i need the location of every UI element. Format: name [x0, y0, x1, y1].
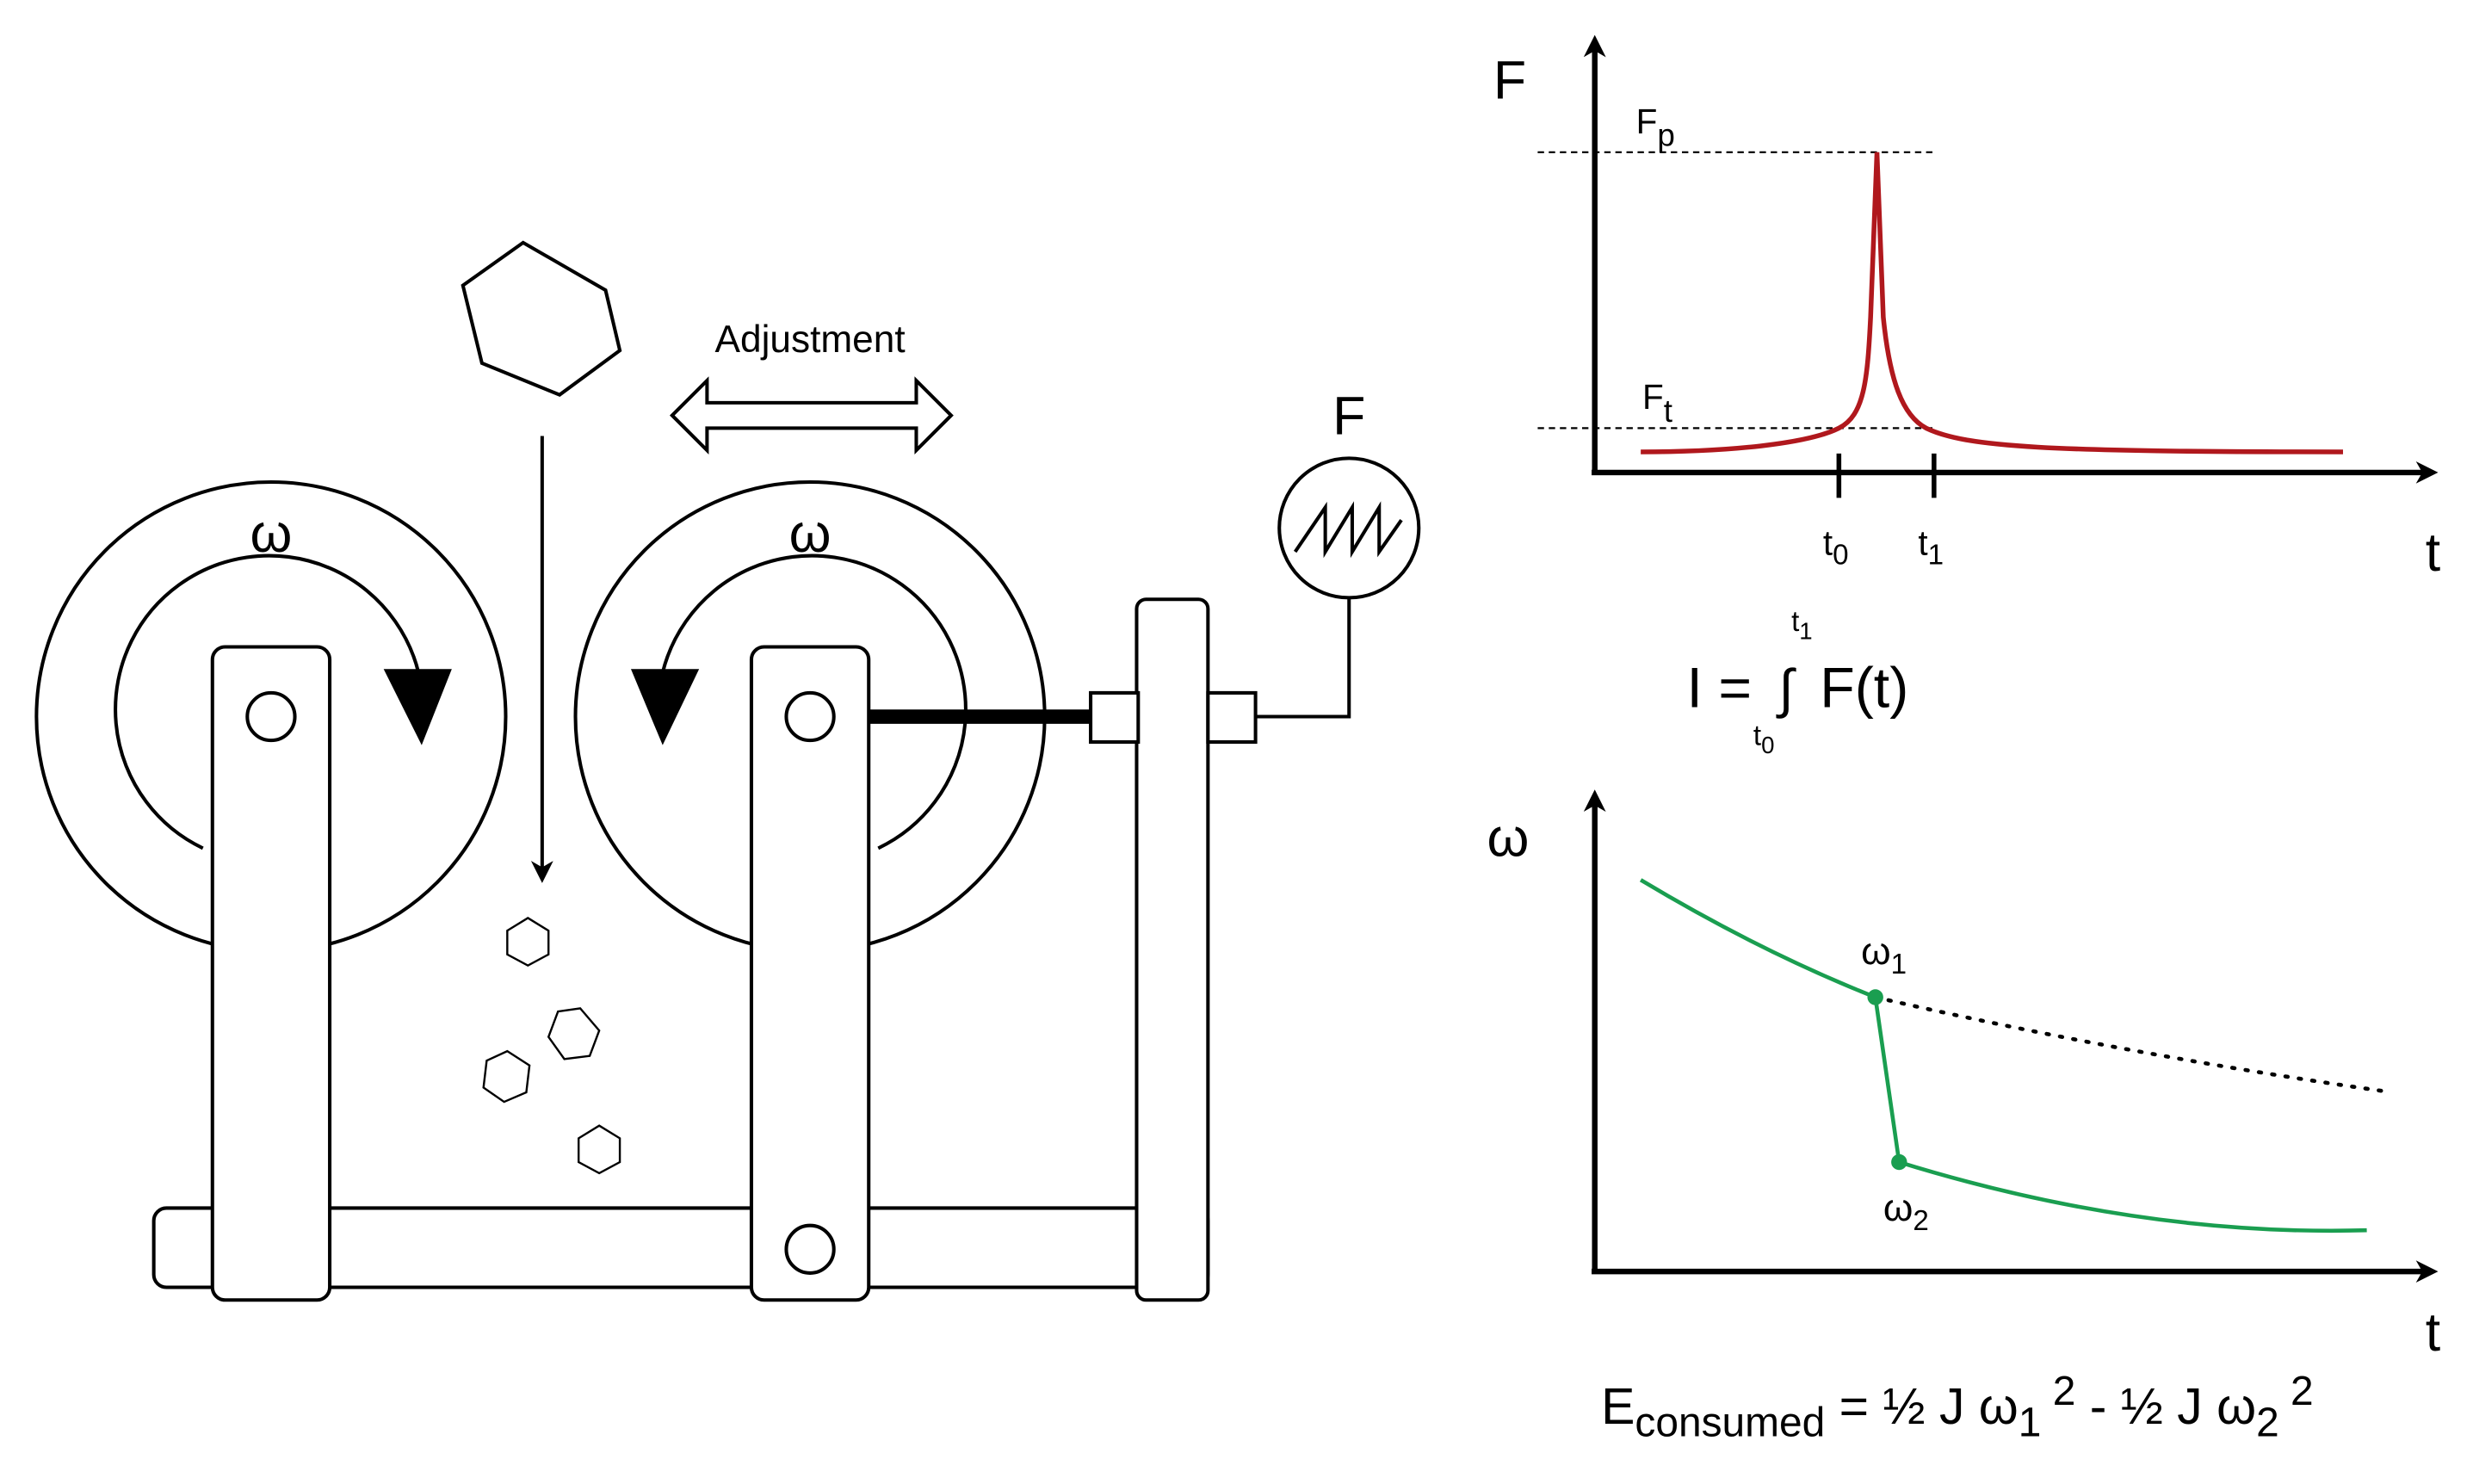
- omega-curve: [1639, 878, 2367, 1234]
- force-gauge: [1277, 456, 1421, 600]
- omega2-label: ω2: [1883, 1187, 1929, 1237]
- left-axle: [245, 690, 297, 743]
- sawtooth-signal-icon: [1293, 501, 1403, 559]
- crusher-machine: ω ω F Adjustment: [34, 240, 1421, 1302]
- right-rotation-arrowhead-icon: [630, 669, 700, 745]
- integral-lower-limit: t0: [1753, 720, 1775, 758]
- t0-label: t0: [1823, 523, 1849, 572]
- omega-axis-label: ω: [1487, 808, 1529, 869]
- right-axle: [784, 690, 836, 743]
- small-hexagon-icon: [506, 917, 550, 968]
- omega1-label: ω1: [1861, 931, 1907, 980]
- force-curve: [1641, 151, 2343, 454]
- time-axis-label: t: [2426, 522, 2440, 583]
- integrand: F(t): [1820, 656, 1908, 720]
- right-roller-omega-label: ω: [789, 504, 832, 564]
- adjustment-double-arrow-icon: [670, 376, 954, 455]
- right-arm: [749, 645, 871, 1302]
- integral-sign: ∫: [1776, 659, 1796, 719]
- right-rotation-arrow: [658, 553, 968, 850]
- omega-chart: ω t ω1 ω2: [1487, 789, 2440, 1363]
- left-rotation-arrowhead-icon: [383, 669, 452, 745]
- impulse-lhs: I =: [1687, 656, 1753, 720]
- threshold-force-label: Ft: [1642, 377, 1672, 429]
- omega2-point: [1891, 1153, 1907, 1171]
- left-roller-omega-label: ω: [250, 504, 292, 564]
- free-spin-projection-dotted-line: [1873, 995, 2383, 1093]
- force-chart: F t Fp Ft t0 t1: [1493, 34, 2440, 583]
- shaft-collar-right: [1206, 690, 1258, 745]
- omega1-point: [1867, 989, 1883, 1005]
- support-post: [1134, 597, 1210, 1302]
- small-hexagon-icon: [578, 1124, 621, 1175]
- crushed-particles: [482, 917, 621, 1175]
- energy-formula: Econsumed = ½ J ω1 2 - ½ J ω2 2: [1601, 1369, 2314, 1446]
- gauge-wire: [1255, 597, 1351, 719]
- force-gauge-label: F: [1332, 386, 1365, 447]
- small-hexagon-icon: [547, 1007, 601, 1060]
- integral-upper-limit: t1: [1791, 606, 1813, 644]
- right-arm-pivot: [784, 1223, 836, 1275]
- impulse-formula: I = ∫ t1 t0 F(t): [1687, 606, 1909, 758]
- adjustment-label: Adjustment: [715, 318, 906, 361]
- small-hexagon-icon: [482, 1049, 531, 1104]
- left-arm: [210, 645, 332, 1302]
- left-rotation-arrow: [114, 553, 424, 850]
- force-axis-label: F: [1493, 50, 1526, 110]
- shaft-collar-left: [1089, 690, 1141, 745]
- feed-particle-hexagon-icon: [461, 240, 622, 397]
- peak-force-label: Fp: [1636, 102, 1675, 153]
- omega-time-axis-label: t: [2426, 1302, 2440, 1363]
- t1-label: t1: [1918, 523, 1944, 572]
